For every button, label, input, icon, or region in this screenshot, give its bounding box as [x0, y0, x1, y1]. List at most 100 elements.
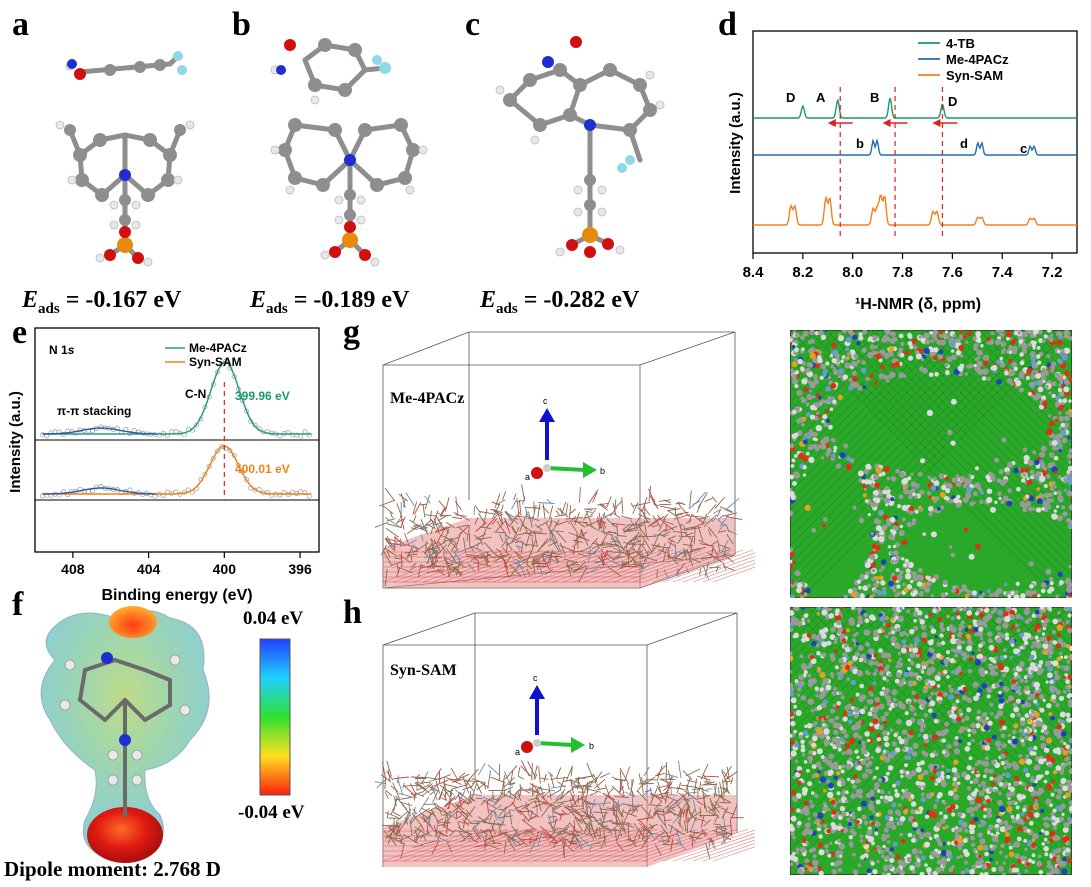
nmr-x-tick-label: 7.2	[1042, 264, 1063, 281]
md-label-synsam: Syn-SAM	[390, 662, 457, 679]
md-simulation-box-synsam: c a b	[375, 612, 755, 867]
nmr-plot-frame	[752, 30, 1078, 254]
panel-label-g: g	[343, 314, 360, 351]
electrostatic-potential-map	[40, 606, 210, 863]
xps-pi-fit-0	[42, 427, 157, 435]
xps-data-point	[202, 471, 208, 477]
xps-data-point	[215, 448, 220, 454]
panel-label-e: e	[12, 314, 28, 351]
esp-top-region	[109, 606, 157, 638]
nmr-shift-arrowhead	[827, 119, 836, 127]
peak-label-b-lower: b	[856, 136, 864, 151]
xps-fit-1	[42, 445, 312, 495]
legend-label-synsam-xps: Syn-SAM	[189, 355, 242, 369]
nmr-series-0	[753, 97, 1077, 119]
xps-data-point	[298, 489, 304, 495]
panel-label-b: b	[232, 6, 251, 43]
xps-data-point	[194, 422, 200, 428]
panel-label-f: f	[12, 586, 24, 623]
legend-label-me4pacz-xps: Me-4PACz	[189, 341, 247, 355]
nmr-spectrum-chart: 8.4 8.2 8.0 7.8 7.6 7.4 7.2 4-TB Me-4PACz Syn-…	[727, 30, 1078, 313]
peak-label-b-upper: B	[870, 90, 879, 105]
xps-fit-0	[42, 361, 312, 435]
xps-data-point	[302, 429, 308, 435]
axis-label-b-h: b	[589, 741, 594, 751]
top-view-coverage-me4pacz	[790, 330, 1072, 598]
nmr-x-tick-label: 8.0	[842, 264, 863, 281]
xps-data-point	[115, 426, 120, 432]
esp-scale-max: 0.04 eV	[243, 608, 304, 629]
cn-label: C-N	[185, 387, 206, 401]
xps-data-point	[265, 429, 270, 435]
nmr-x-tick-label: 8.4	[743, 264, 765, 281]
xps-data-point	[244, 477, 250, 483]
nmr-x-tick-label: 7.4	[992, 264, 1014, 281]
axis-label-c-g: c	[543, 396, 548, 406]
nmr-series-2	[753, 194, 1077, 226]
adsorption-energy-b: Eads = -0.189 eV	[250, 287, 410, 317]
panel-label-c: c	[465, 6, 481, 43]
nmr-shift-arrowhead	[932, 119, 941, 127]
axis-label-c-h: c	[533, 673, 538, 683]
axis-label-a-h: a	[515, 747, 520, 757]
xps-data-point	[77, 486, 83, 492]
xps-x-axis-label: Binding energy (eV)	[101, 587, 252, 604]
nmr-series-1	[753, 138, 1077, 156]
xps-spectrum-chart: 408 404 400 396 N 1s Me-4PACz Syn-SAM π-π s…	[7, 327, 320, 604]
xps-data-point	[223, 358, 229, 364]
xps-data-point	[244, 408, 250, 414]
xps-data-point	[227, 448, 233, 454]
peak-value-synsam: 400.01 eV	[235, 462, 290, 476]
xps-x-tick-label: 400	[213, 561, 237, 577]
legend-label-4tb: 4-TB	[946, 36, 975, 51]
xps-data-point	[169, 429, 175, 435]
panel-label-d: d	[718, 6, 737, 43]
xps-x-tick-label: 408	[61, 561, 85, 577]
peak-label-d-right: D	[948, 94, 957, 109]
legend-label-me4pacz: Me-4PACz	[946, 52, 1009, 67]
md-simulation-box-me4pacz: c a b	[375, 331, 755, 589]
xps-data-point	[277, 492, 283, 498]
nmr-x-tick-label: 7.8	[892, 264, 913, 281]
esp-bottom-region	[87, 807, 163, 863]
xps-pi-fit-1	[42, 487, 157, 495]
adsorption-energy-a: Eads = -0.167 eV	[22, 287, 182, 317]
pi-stacking-label: π-π stacking	[57, 404, 131, 418]
molecule-structure-b	[270, 38, 428, 267]
nmr-x-tick-label: 7.6	[942, 264, 963, 281]
peak-value-me4pacz: 399.96 eV	[235, 389, 290, 403]
molecule-structure-a	[55, 51, 195, 267]
panel-label-h: h	[343, 594, 362, 631]
xps-y-axis-label: Intensity (a.u.)	[7, 391, 24, 493]
axis-label-b-g: b	[600, 466, 605, 476]
xps-data-point	[206, 463, 212, 469]
panel-label-a: a	[12, 6, 29, 43]
nmr-x-tick-label: 8.2	[792, 264, 813, 281]
xps-data-point	[306, 432, 312, 438]
axis-indicator-h	[521, 685, 585, 753]
molecule-structure-c	[495, 36, 665, 258]
legend-label-synsam: Syn-SAM	[946, 68, 1003, 83]
peak-label-a: A	[816, 90, 826, 105]
dipole-moment-caption: Dipole moment: 2.768 D	[4, 857, 221, 881]
top-view-coverage-synsam	[790, 607, 1072, 875]
axis-indicator-g	[531, 408, 597, 479]
xps-data-point	[210, 455, 216, 461]
esp-color-scale-bar	[259, 638, 291, 796]
xps-data-point	[306, 493, 312, 499]
adsorption-energy-c: Eads = -0.282 eV	[480, 287, 640, 317]
xps-core-level: N 1s	[49, 343, 75, 357]
xps-x-tick-label: 396	[288, 561, 312, 577]
nmr-shift-arrowhead	[882, 119, 891, 127]
nmr-x-axis-label: ¹H-NMR (δ, ppm)	[855, 296, 981, 313]
esp-scale-min: -0.04 eV	[238, 802, 305, 823]
xps-data-point	[219, 362, 225, 368]
peak-label-c: c	[1020, 141, 1027, 156]
peak-label-d-lower: d	[960, 136, 968, 151]
xps-x-tick-label: 404	[137, 561, 161, 577]
axis-label-a-g: a	[525, 472, 530, 482]
md-label-me4pacz: Me-4PACz	[390, 390, 465, 407]
nmr-y-axis-label: Intensity (a.u.)	[727, 92, 744, 194]
xps-data-point	[156, 432, 162, 438]
peak-label-d-left: D	[786, 90, 795, 105]
